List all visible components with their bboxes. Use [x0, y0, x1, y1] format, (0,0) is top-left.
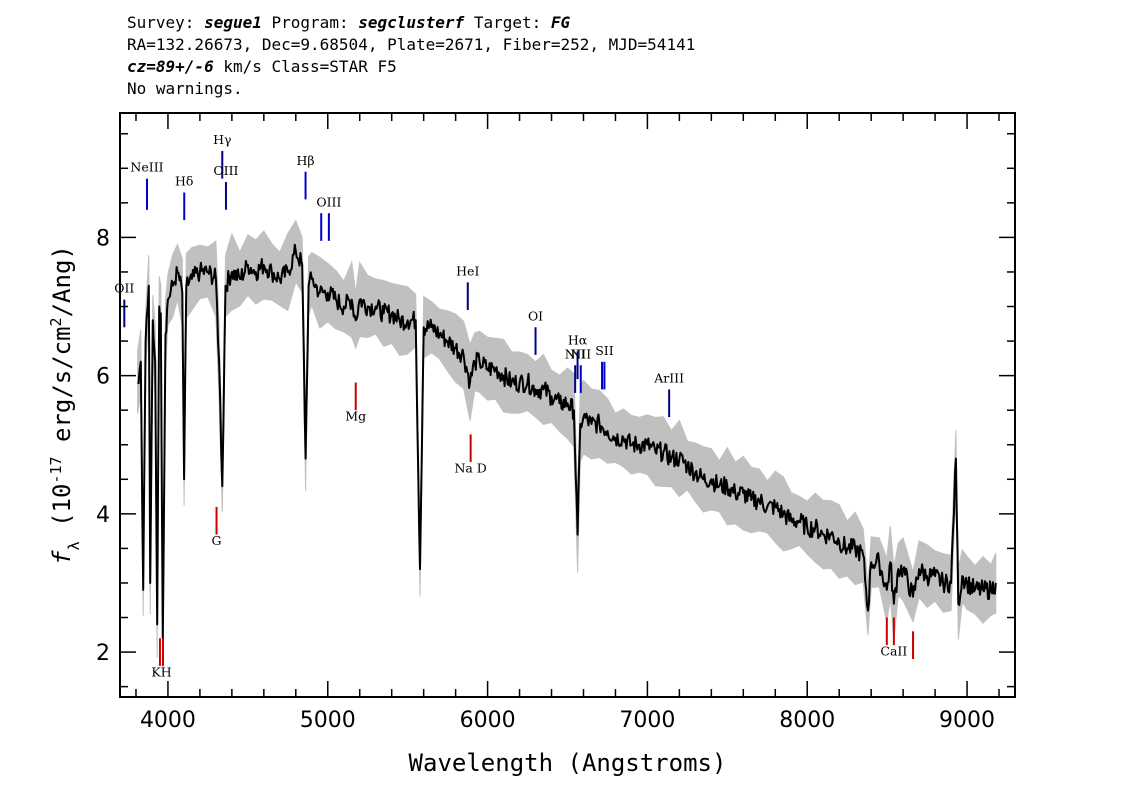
y-tick-label: 2: [96, 641, 110, 666]
marker-label: HeI: [456, 263, 479, 278]
y-axis-label: fλ (10-17 erg/s/cm2/Ang): [47, 245, 83, 565]
x-tick-label: 7000: [619, 708, 675, 733]
plot-frame: [119, 112, 1016, 698]
marker-label: Hγ: [213, 132, 231, 147]
line-marker-oii: OII: [114, 281, 134, 328]
error-envelope: [137, 219, 997, 674]
header-line-2: RA=132.26673, Dec=9.68504, Plate=2671, F…: [127, 35, 696, 54]
line-marker-h-: Hδ: [175, 174, 193, 221]
line-marker-kh: KH: [151, 664, 171, 679]
line-marker-ariii: ArIII: [653, 371, 684, 418]
line-marker-oiii: OIII: [316, 194, 341, 241]
marker-label: OI: [528, 308, 543, 323]
error-envelope-band: [137, 219, 997, 674]
target-label: Target:: [473, 13, 542, 32]
header-line-1: Survey: segue1 Program: segclusterf Targ…: [127, 12, 695, 34]
flux-layer: [137, 243, 997, 640]
program-label: Program:: [271, 13, 349, 32]
marker-label: KH: [151, 664, 171, 679]
line-marker-oi: OI: [528, 308, 543, 355]
marker-label: SII: [595, 343, 614, 358]
line-marker-nii: NII: [570, 346, 591, 393]
x-tick-label: 8000: [779, 708, 835, 733]
line-marker-hei: HeI: [456, 263, 479, 310]
y-tick-label: 8: [96, 226, 110, 251]
survey-label: Survey:: [127, 13, 195, 32]
marker-label: NII: [565, 346, 586, 361]
line-marker-g: G: [212, 506, 222, 548]
line-marker-neiii: NeIII: [130, 160, 164, 210]
line-marker-sii: SII: [595, 343, 614, 390]
marker-label: OII: [114, 281, 134, 296]
marker-label: ArIII: [653, 371, 684, 386]
marker-label: CaII: [880, 644, 907, 659]
marker-label: Mg: [345, 409, 366, 424]
x-tick-label: 9000: [939, 708, 995, 733]
x-tick-label: 6000: [460, 708, 516, 733]
line-marker-na-d: Na D: [454, 434, 487, 475]
class-text: km/s Class=STAR F5: [213, 57, 397, 76]
marker-label: Na D: [454, 460, 486, 475]
header-line-3: cz=89+/-6 km/s Class=STAR F5: [127, 56, 695, 78]
redshift-value: cz=89+/-6: [127, 57, 214, 76]
marker-label: Hα: [568, 333, 588, 348]
line-marker-h-: Hβ: [296, 153, 315, 200]
x-tick-label: 4000: [140, 708, 196, 733]
survey-value: segue1: [204, 13, 262, 32]
marker-label: G: [212, 533, 222, 548]
y-axis-label-text: fλ (10-17 erg/s/cm2/Ang): [47, 245, 83, 565]
line-marker-h-: Hγ: [213, 132, 231, 179]
line-marker-nii: NII: [565, 346, 586, 393]
marker-label: Hβ: [296, 153, 314, 168]
marker-label: NeIII: [130, 160, 163, 175]
marker-label: OIII: [316, 194, 341, 209]
header-line-4: No warnings.: [127, 79, 243, 98]
x-axis-label: Wavelength (Angstroms): [409, 749, 727, 777]
spectrum-header: Survey: segue1 Program: segclusterf Targ…: [127, 12, 695, 100]
line-marker-mg: Mg: [345, 382, 366, 424]
marker-label: Hδ: [175, 174, 193, 189]
program-value: segclusterf: [358, 13, 465, 32]
axis-ticks: 4000 5000 6000 7000 8000 9000 2 4 6 8: [96, 113, 1015, 733]
line-marker-oiii: OIII: [213, 163, 239, 210]
marker-label: NII: [570, 346, 591, 361]
x-tick-label: 5000: [300, 708, 356, 733]
line-marker-caii: CaII: [880, 617, 907, 659]
y-tick-label: 4: [96, 503, 110, 528]
flux-line: [137, 243, 997, 640]
line-marker-h-: Hα: [568, 333, 588, 380]
target-value: FG: [550, 13, 571, 32]
y-tick-label: 6: [96, 365, 110, 390]
marker-label: OIII: [213, 163, 238, 178]
